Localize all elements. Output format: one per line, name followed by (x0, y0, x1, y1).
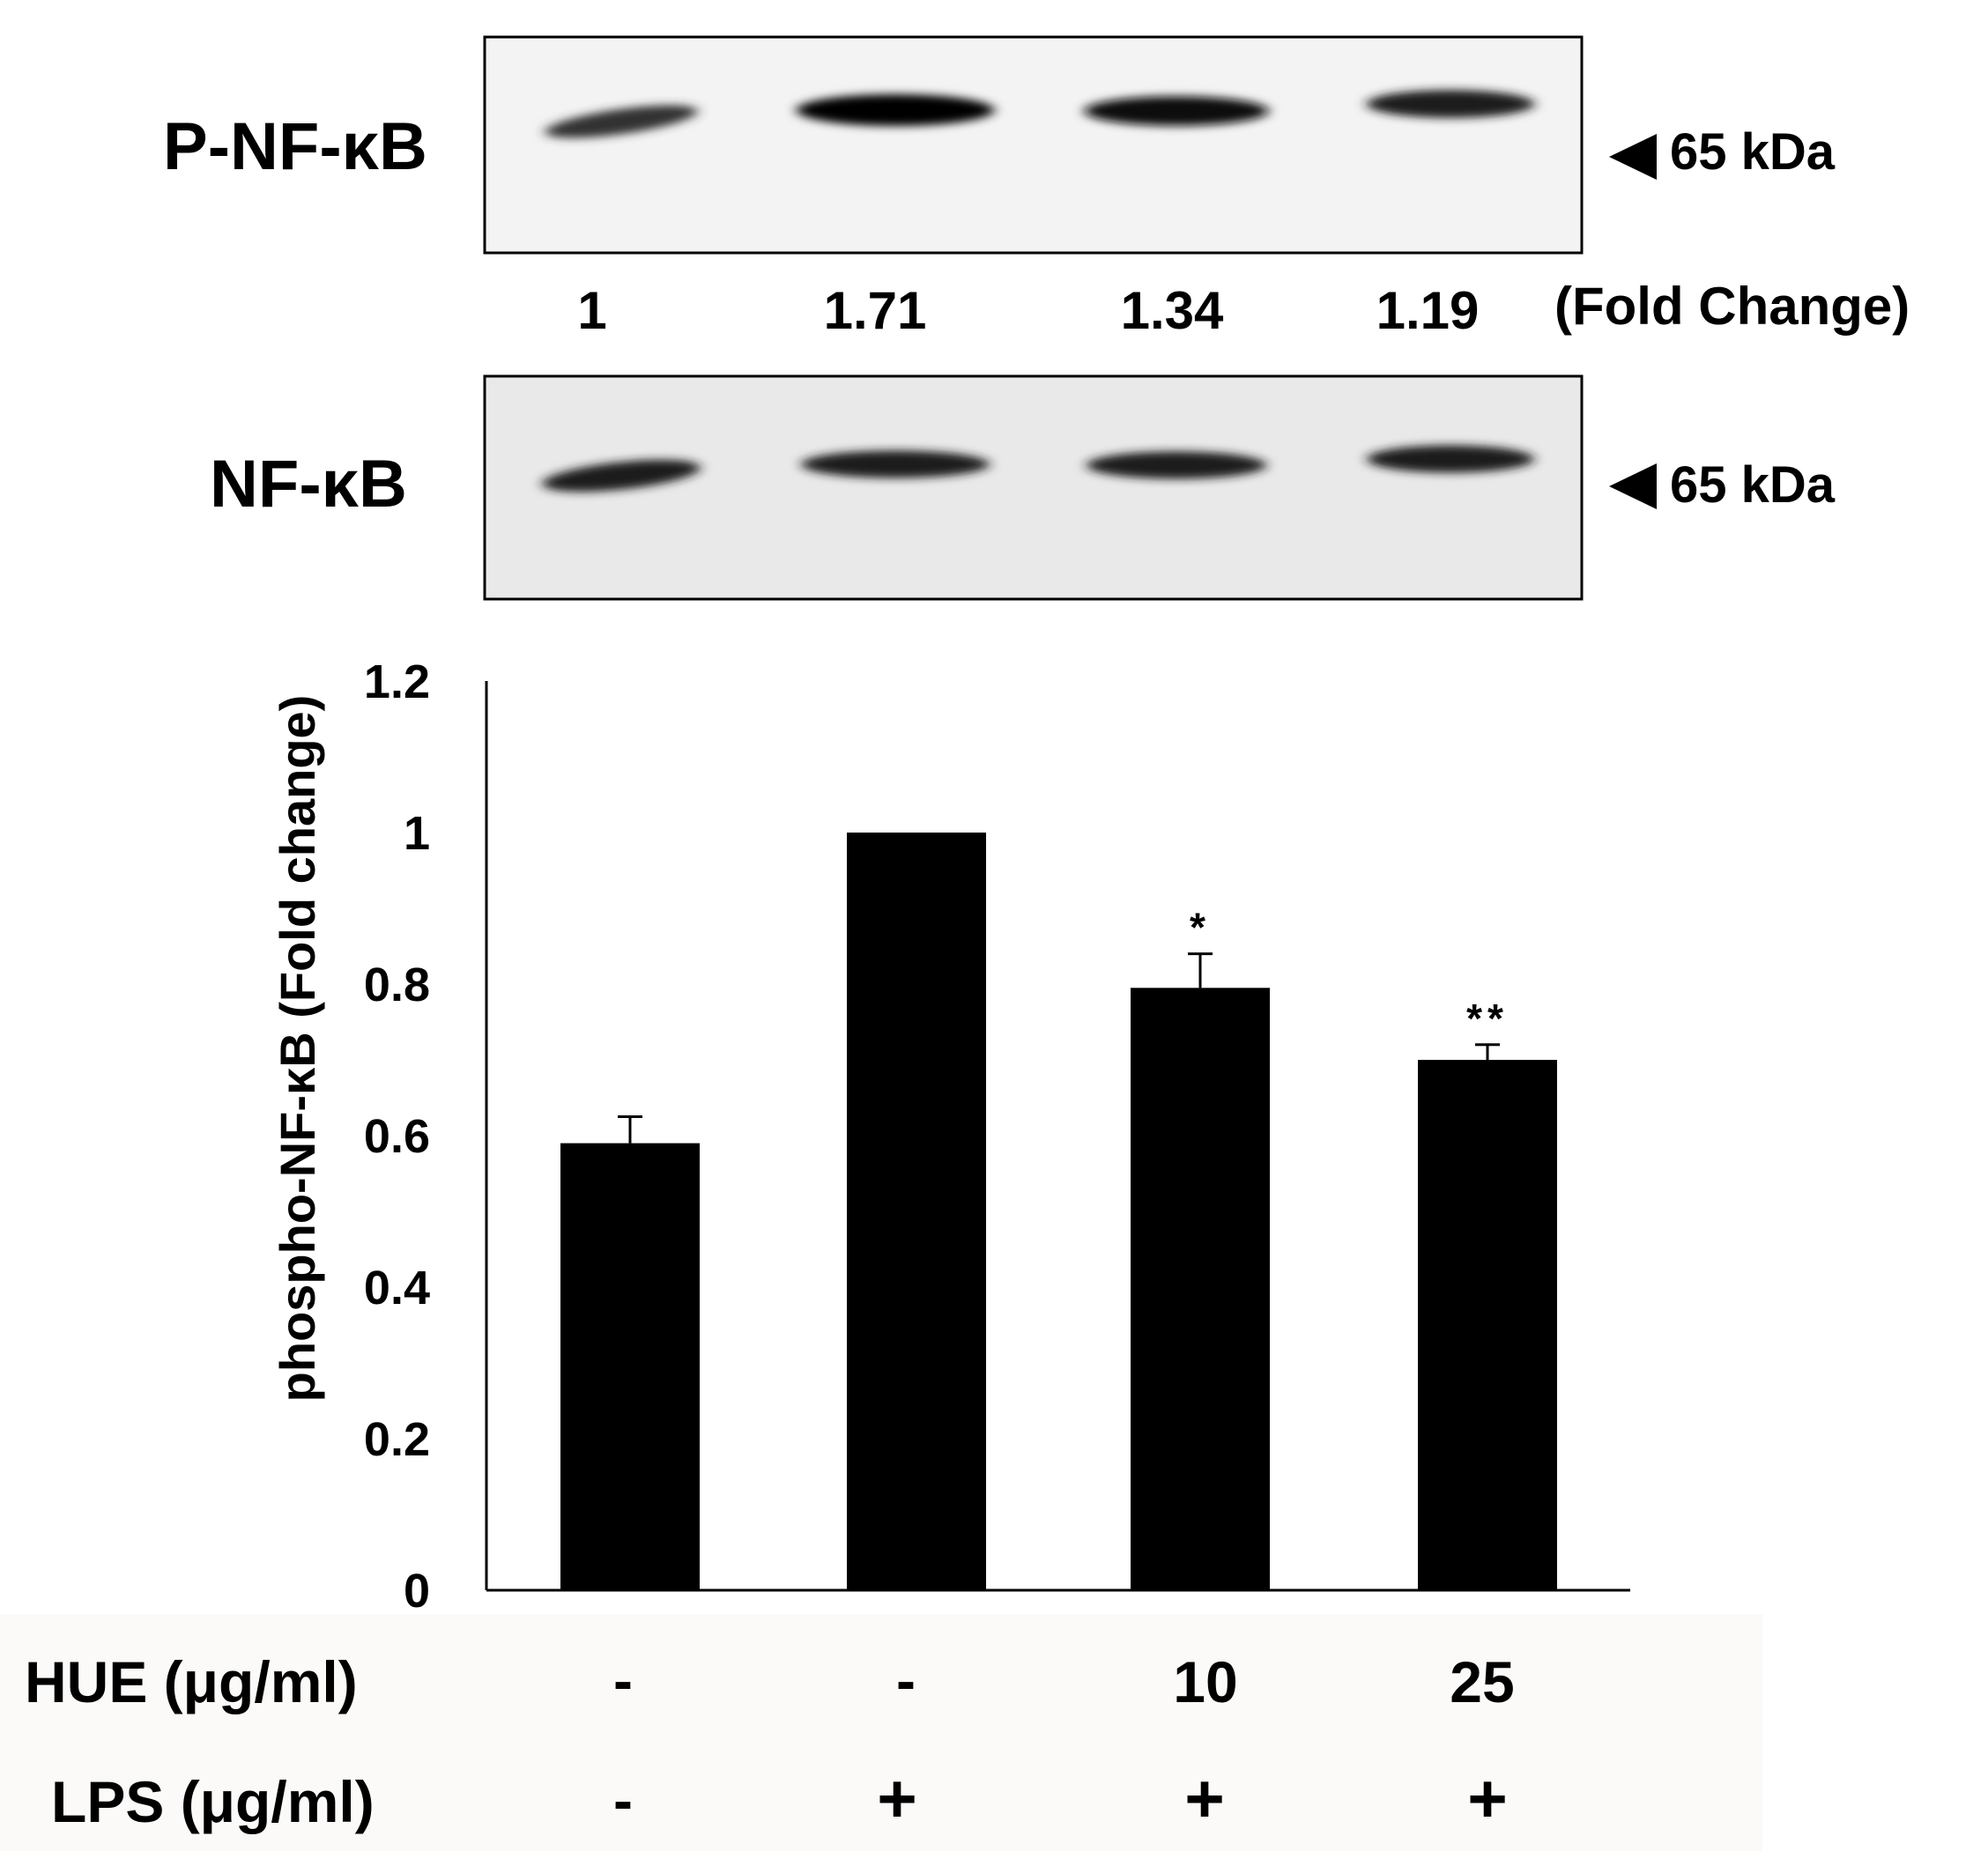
bar (560, 1143, 700, 1590)
blot-panel-total: NF-κB 65 kDa (210, 374, 1836, 601)
blot-panel-phospho: P-NF-κB 65 kDa (163, 35, 1836, 255)
blot-frame-total (483, 374, 1584, 601)
y-tick-label: 0.6 (364, 1110, 430, 1163)
treatment-value: + (877, 1759, 917, 1837)
y-tick-label: 0 (404, 1565, 430, 1618)
significance-marker: ** (1466, 996, 1509, 1041)
fold-change-row: 1 1.71 1.34 1.19 (Fold Change) (577, 277, 1910, 340)
y-tick-label: 1 (404, 807, 430, 860)
marker-arrow-icon (1609, 134, 1657, 180)
bars: *** (560, 833, 1557, 1590)
blot-label-phospho: P-NF-κB (163, 109, 427, 184)
blot-label-total: NF-κB (210, 447, 407, 522)
treatment-label-hue: HUE (μg/ml) (25, 1649, 358, 1714)
y-tick-label: 0.2 (364, 1413, 430, 1466)
y-tick-label: 1.2 (364, 655, 430, 708)
marker-label-total: 65 kDa (1670, 456, 1836, 514)
bar-chart: 00.20.40.60.811.2 *** phospho-NF-κB (Fol… (270, 655, 1630, 1618)
bar (1131, 988, 1270, 1590)
significance-marker: * (1190, 905, 1211, 951)
marker-arrow-icon (1609, 463, 1657, 509)
blot-band (801, 450, 990, 478)
bar (847, 833, 986, 1590)
blot-bands-total (542, 445, 1534, 492)
treatment-value: - (896, 1647, 916, 1713)
treatment-value: + (1184, 1759, 1225, 1837)
blot-bands-phospho (545, 90, 1535, 138)
treatment-value: 10 (1173, 1649, 1237, 1714)
blot-band (796, 94, 995, 126)
blot-frame-phospho (483, 35, 1584, 255)
blot-band (1366, 90, 1535, 118)
y-tick-label: 0.8 (364, 959, 430, 1011)
treatment-value: - (613, 1647, 633, 1713)
y-tick-label: 0.4 (364, 1262, 430, 1314)
fold-change-value: 1.71 (824, 281, 927, 340)
fold-change-value: 1.34 (1121, 281, 1224, 340)
treatment-label-lps: LPS (μg/ml) (51, 1769, 375, 1834)
bar (1418, 1060, 1557, 1590)
fold-change-value: 1 (577, 281, 606, 340)
blot-band (1084, 96, 1269, 126)
fold-change-label: (Fold Change) (1554, 277, 1910, 336)
treatment-value: 25 (1450, 1649, 1514, 1714)
y-axis-label: phospho-NF-κB (Fold change) (270, 695, 325, 1403)
blot-band (1086, 451, 1267, 479)
y-axis-ticks: 0 0.2 0.4 0.6 0.8 1 1.2 (364, 655, 430, 1618)
treatment-value: + (1467, 1759, 1508, 1837)
blot-band (542, 459, 701, 492)
blot-band (545, 105, 698, 138)
treatment-panel-background (0, 1614, 1762, 1851)
treatment-table: HUE (μg/ml) - - 10 25 LPS (μg/ml) - + + … (25, 1647, 1515, 1837)
treatment-value: - (613, 1767, 633, 1832)
marker-label-phospho: 65 kDa (1670, 123, 1836, 181)
blot-band (1367, 445, 1534, 473)
fold-change-value: 1.19 (1376, 281, 1480, 340)
